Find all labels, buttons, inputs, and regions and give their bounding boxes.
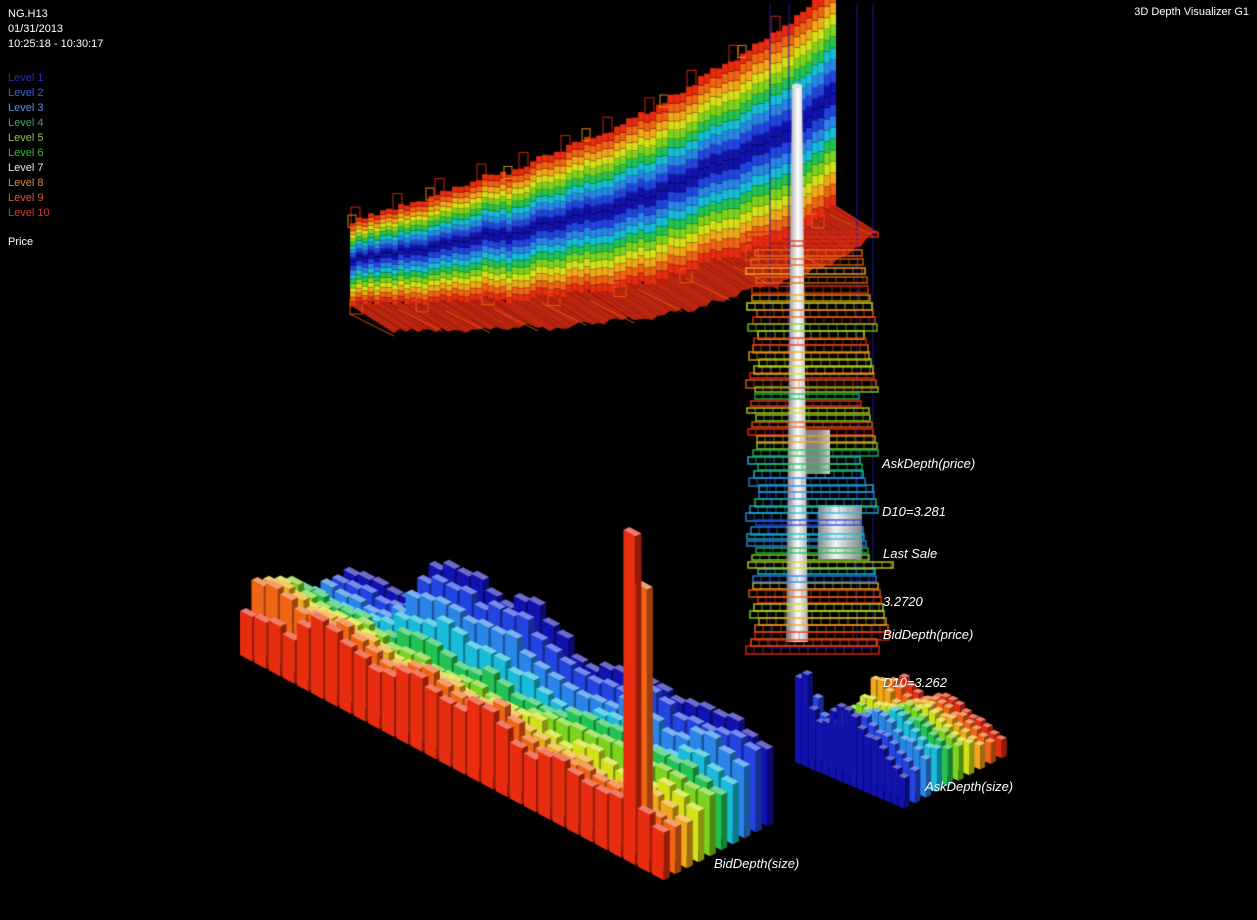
price-axis-label: Price	[8, 236, 34, 248]
legend-item-level-9[interactable]: Level 9	[8, 192, 44, 204]
last-sale-title: Last Sale	[883, 546, 938, 561]
bid-depth-size-label: BidDepth(size)	[714, 856, 800, 871]
bid-depth-price-annotation: BidDepth(price) D10=3.262	[883, 595, 973, 707]
date-label: 01/31/2013	[8, 23, 64, 35]
bid-depth-price-title: BidDepth(price)	[883, 627, 974, 642]
legend-item-level-4[interactable]: Level 4	[8, 117, 44, 129]
legend-item-level-10[interactable]: Level 10	[8, 207, 50, 219]
legend-item-level-3[interactable]: Level 3	[8, 102, 44, 114]
legend-item-level-7[interactable]: Level 7	[8, 162, 44, 174]
level-legend: Level 1 Level 2 Level 3 Level 4 Level 5 …	[8, 71, 50, 221]
ask-depth-price-annotation: AskDepth(price) D10=3.281	[882, 424, 975, 536]
last-sale-annotation: Last Sale 3.2720	[883, 514, 937, 626]
symbol-label: NG.H13	[8, 8, 48, 20]
legend-item-level-5[interactable]: Level 5	[8, 132, 44, 144]
ask-depth-size-label: AskDepth(size)	[925, 779, 1014, 794]
bid-depth-price-value: D10=3.262	[883, 675, 947, 690]
ask-depth-price-title: AskDepth(price)	[882, 456, 976, 471]
last-sale-value: 3.2720	[883, 594, 923, 609]
legend-item-level-2[interactable]: Level 2	[8, 87, 44, 99]
app-title: 3D Depth Visualizer G1	[1134, 6, 1249, 18]
ask-depth-price-value: D10=3.281	[882, 504, 946, 519]
legend-item-level-6[interactable]: Level 6	[8, 147, 44, 159]
legend-item-level-1[interactable]: Level 1	[8, 72, 44, 84]
legend-item-level-8[interactable]: Level 8	[8, 177, 44, 189]
time-range-label: 10:25:18 - 10:30:17	[8, 38, 104, 50]
